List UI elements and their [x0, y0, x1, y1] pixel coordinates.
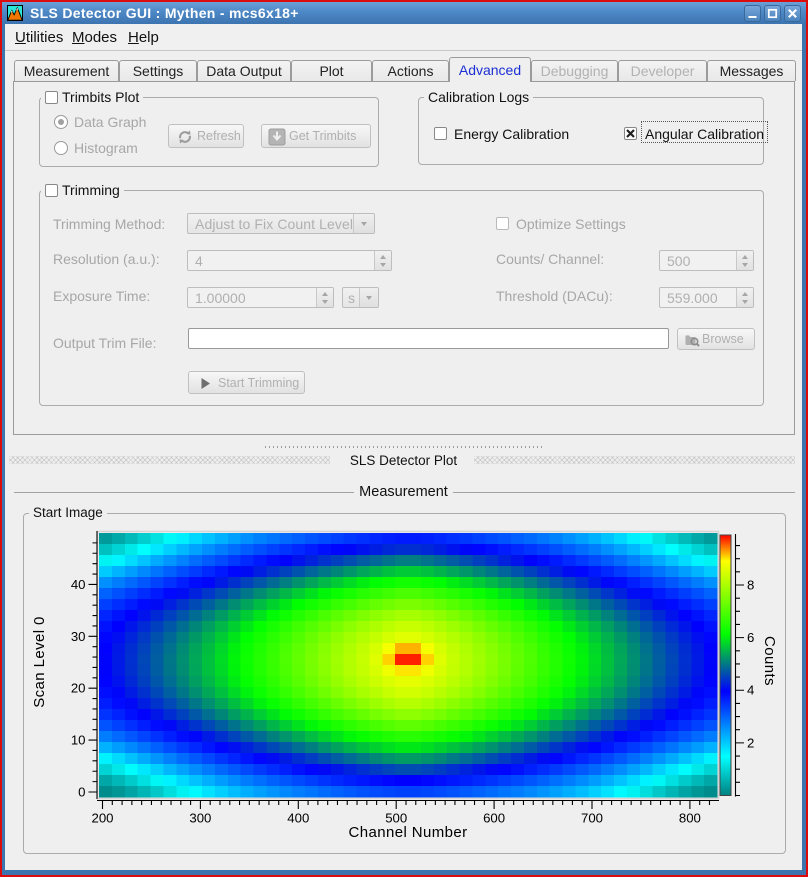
svg-text:Scan Level 0: Scan Level 0: [31, 616, 48, 708]
svg-text:Counts: Counts: [761, 636, 778, 686]
svg-text:30: 30: [71, 629, 86, 644]
svg-text:800: 800: [679, 811, 701, 826]
svg-text:6: 6: [747, 630, 754, 645]
svg-text:Channel Number: Channel Number: [349, 824, 468, 841]
svg-text:400: 400: [287, 811, 309, 826]
svg-text:500: 500: [385, 811, 407, 826]
svg-text:20: 20: [71, 681, 86, 696]
svg-text:4: 4: [747, 683, 754, 698]
svg-text:600: 600: [483, 811, 505, 826]
svg-text:700: 700: [581, 811, 603, 826]
svg-text:2: 2: [747, 735, 754, 750]
svg-text:8: 8: [747, 578, 754, 593]
svg-text:300: 300: [189, 811, 211, 826]
svg-text:200: 200: [91, 811, 113, 826]
svg-text:40: 40: [71, 577, 86, 592]
svg-text:10: 10: [71, 733, 86, 748]
svg-text:0: 0: [78, 785, 85, 800]
